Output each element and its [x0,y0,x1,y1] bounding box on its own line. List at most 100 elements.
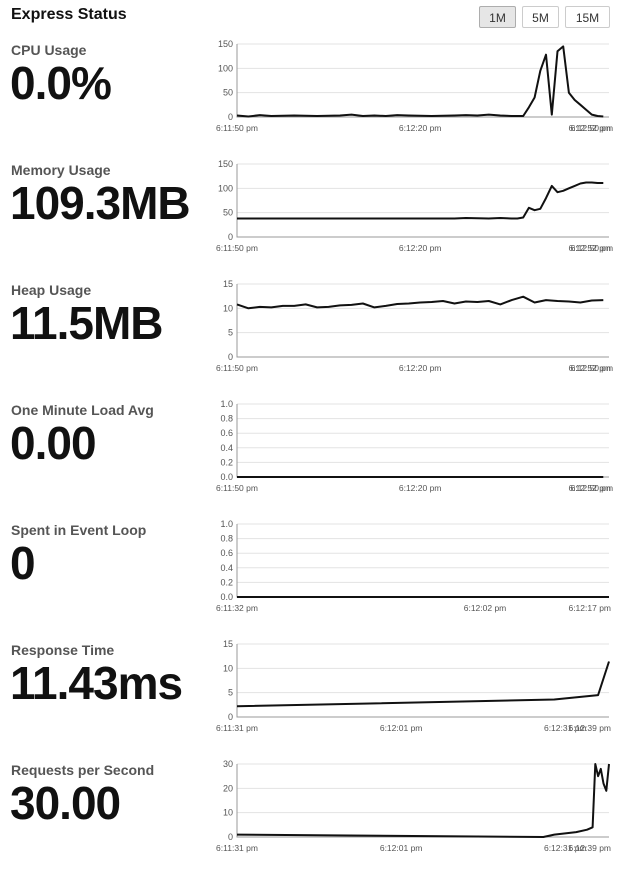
y-tick-label: 0.6 [220,428,233,438]
x-tick-label: 6:12:20 pm [399,243,442,253]
requests-per-second-panel: Requests per Second 30.00 0 10 20 30 6:11:31 p… [0,759,624,882]
x-tick-label: 6:11:50 pm [216,483,258,493]
x-tick-label: 6:12:31 pm [544,843,587,853]
axis-line [236,44,609,118]
y-tick-label: 0 [228,232,233,242]
x-tick-label: 6:12:50 pm [571,363,614,373]
y-tick-label: 0 [228,832,233,842]
y-tick-label: 0 [228,112,233,122]
response-time-label: Response Time [11,642,115,658]
memory-usage-label: Memory Usage [11,162,111,178]
y-tick-label: 150 [218,159,233,169]
load-avg-panel: One Minute Load Avg 0.00 0.0 0.2 0.4 0.6 0.8 1.… [0,399,624,522]
y-tick-label: 0.8 [220,414,233,424]
x-tick-label: 6:12:52 pm [568,483,611,493]
x-tick-label: 6:12:52 pm [568,243,611,253]
y-tick-label: 0.0 [220,472,233,482]
y-tick-label: 10 [223,808,233,818]
range-5m-button[interactable]: 5M [522,6,559,28]
x-tick-label: 6:12:01 pm [380,723,423,733]
response-time-panel: Response Time 11.43ms 0 5 10 15 6:11:31 pm 6:12… [0,639,624,762]
load-avg-value: 0.00 [10,417,97,469]
cpu-usage-chart: 0 50 100 150 6:11:50 pm 6:12:20 pm 6:12:50 pm6… [216,39,614,133]
requests-per-second-value: 30.00 [10,777,121,829]
y-tick-label: 0.4 [220,443,233,453]
heap-usage-chart: 0 5 10 15 6:11:50 pm 6:12:20 pm 6:12:50 pm6:12… [216,279,614,373]
y-tick-label: 1.0 [220,399,233,409]
y-tick-label: 0.2 [220,457,233,467]
y-tick-label: 15 [223,639,233,649]
requests-per-second-label: Requests per Second [11,762,155,778]
y-tick-label: 0 [228,712,233,722]
memory-usage-value: 109.3MB [10,177,191,229]
x-tick-label: 6:12:39 pm [568,723,611,733]
axis-line [236,764,609,838]
heap-usage-series-line [236,295,604,310]
x-tick-label: 6:11:31 pm [216,723,258,733]
y-tick-label: 0 [228,352,233,362]
x-tick-label: 6:12:52 pm [568,123,611,133]
y-tick-label: 5 [228,688,233,698]
x-tick-label: 6:11:50 pm [216,363,258,373]
load-avg-chart: 0.0 0.2 0.4 0.6 0.8 1.0 6:11:50 pm 6:12:20 pm 6:… [216,399,614,493]
cpu-usage-series-line [236,45,604,118]
y-tick-label: 0.0 [220,592,233,602]
x-tick-label: 6:11:50 pm [216,123,258,133]
x-tick-label: 6:12:50 pm [571,123,614,133]
event-loop-panel: Spent in Event Loop 0 0.0 0.2 0.4 0.6 0.8 1.0 6:… [0,519,624,642]
axis-line [236,644,609,718]
cpu-usage-value: 0.0% [10,57,112,109]
x-tick-label: 6:11:32 pm [216,603,258,613]
x-tick-label: 6:11:31 pm [216,843,258,853]
x-tick-label: 6:12:17 pm [568,603,611,613]
range-1m-button[interactable]: 1M [479,6,516,28]
response-time-chart: 0 5 10 15 6:11:31 pm 6:12:01 pm 6:12:31 pm6:12… [216,639,611,733]
x-tick-label: 6:12:39 pm [568,843,611,853]
heap-usage-label: Heap Usage [11,282,92,298]
y-tick-label: 10 [223,303,233,313]
y-tick-label: 10 [223,663,233,673]
y-tick-label: 1.0 [220,519,233,529]
load-avg-label: One Minute Load Avg [11,402,154,418]
x-tick-label: 6:12:20 pm [399,123,442,133]
y-tick-label: 50 [223,88,233,98]
x-tick-label: 6:12:02 pm [464,603,507,613]
axis-line [236,404,609,478]
memory-usage-chart: 0 50 100 150 6:11:50 pm 6:12:20 pm 6:12:50 pm6… [216,159,614,253]
y-tick-label: 0.4 [220,563,233,573]
x-tick-label: 6:12:20 pm [399,363,442,373]
y-tick-label: 0.2 [220,577,233,587]
y-tick-label: 20 [223,783,233,793]
y-tick-label: 30 [223,759,233,769]
y-tick-label: 0.8 [220,534,233,544]
x-tick-label: 6:12:50 pm [571,483,614,493]
heap-usage-panel: Heap Usage 11.5MB 0 5 10 15 6:11:50 pm 6:12:20 … [0,279,624,402]
cpu-usage-panel: CPU Usage 0.0% 0 50 100 150 6:11:50 pm 6:12:20 … [0,39,624,162]
x-tick-label: 6:12:01 pm [380,843,423,853]
heap-usage-value: 11.5MB [10,297,164,349]
requests-per-second-chart: 0 10 20 30 6:11:31 pm 6:12:01 pm 6:12:31 pm6:1… [216,759,611,853]
x-tick-label: 6:11:50 pm [216,243,258,253]
range-15m-button[interactable]: 15M [565,6,610,28]
page-title: Express Status [11,6,127,23]
event-loop-chart: 0.0 0.2 0.4 0.6 0.8 1.0 6:11:32 pm 6:12:02 pm 6:… [216,519,611,613]
cpu-usage-label: CPU Usage [11,42,87,58]
y-tick-label: 0.6 [220,548,233,558]
y-tick-label: 150 [218,39,233,49]
y-tick-label: 100 [218,183,233,193]
x-tick-label: 6:12:20 pm [399,483,442,493]
x-tick-label: 6:12:31 pm [544,723,587,733]
x-tick-label: 6:12:52 pm [568,363,611,373]
requests-per-second-series-line [236,763,610,838]
x-tick-label: 6:12:50 pm [571,243,614,253]
y-tick-label: 5 [228,328,233,338]
response-time-value: 11.43ms [10,657,183,709]
axis-line [236,164,609,238]
axis-line [236,284,609,358]
axis-line [236,524,609,598]
memory-usage-panel: Memory Usage 109.3MB 0 50 100 150 6:11:50 pm 6:… [0,159,624,282]
response-time-series-line [236,661,610,708]
y-tick-label: 100 [218,63,233,73]
event-loop-value: 0 [10,537,36,589]
event-loop-label: Spent in Event Loop [11,522,147,538]
